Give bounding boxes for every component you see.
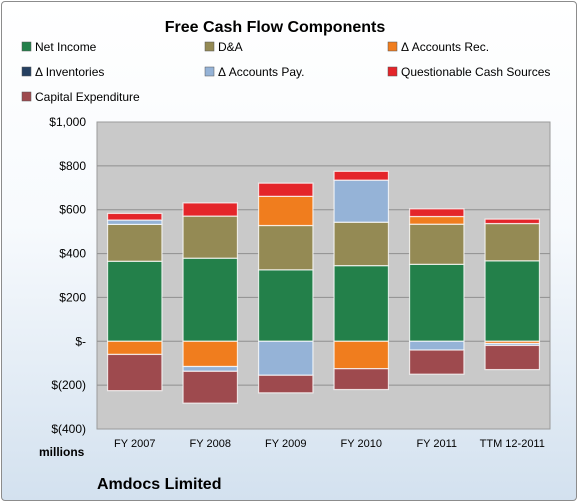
legend-swatch-delta-accounts-rec xyxy=(387,41,398,52)
bar-net-income-fy-2011 xyxy=(408,263,465,342)
legend-label-d-a: D&A xyxy=(218,40,243,54)
chart-title: Free Cash Flow Components xyxy=(165,19,386,36)
x-tick-label: TTM 12-2011 xyxy=(480,438,545,450)
bar-delta-accounts-pay-fy-2008 xyxy=(182,365,239,372)
x-tick-label: FY 2008 xyxy=(190,438,231,450)
legend: Net Income D&A Δ Accounts Rec. Δ Inventorie… xyxy=(21,40,550,104)
legend-swatch-net-income xyxy=(21,41,32,52)
bar-questionable-cash-sources-fy-2008 xyxy=(182,202,239,217)
bar-d-a-fy-2010 xyxy=(333,221,390,267)
bar-questionable-cash-sources-fy-2009 xyxy=(257,182,314,197)
y-tick-label: $800 xyxy=(59,159,86,173)
bar-net-income-fy-2009 xyxy=(257,269,314,342)
bar-net-income-ttm-12-2011 xyxy=(484,260,541,342)
y-tick-label: $(200) xyxy=(51,378,86,392)
bar-d-a-fy-2008 xyxy=(182,215,239,259)
legend-label-delta-accounts-pay: Δ Accounts Pay. xyxy=(218,65,305,79)
bar-questionable-cash-sources-ttm-12-2011 xyxy=(484,218,541,225)
bar-delta-accounts-pay-fy-2009 xyxy=(257,340,314,376)
bar-capital-expenditure-fy-2008 xyxy=(182,370,239,404)
y-axis: $1,000 $800 $600 $400 $200 $- $(200) $(400) xyxy=(49,115,86,436)
bar-questionable-cash-sources-fy-2010 xyxy=(333,170,390,181)
bar-questionable-cash-sources-fy-2011 xyxy=(408,208,465,218)
legend-label-net-income: Net Income xyxy=(35,40,97,54)
bar-d-a-ttm-12-2011 xyxy=(484,222,541,262)
bar-capital-expenditure-ttm-12-2011 xyxy=(484,344,541,371)
bar-delta-accounts-rec-fy-2007 xyxy=(106,340,163,356)
bar-d-a-fy-2011 xyxy=(408,223,465,265)
legend-label-delta-inventories: Δ Inventories xyxy=(35,65,104,79)
bar-delta-accounts-pay-fy-2010 xyxy=(333,179,390,223)
legend-swatch-delta-accounts-pay xyxy=(204,66,215,77)
bars xyxy=(106,170,541,404)
bar-net-income-fy-2008 xyxy=(182,257,239,342)
bar-d-a-fy-2007 xyxy=(106,223,163,262)
bar-delta-accounts-rec-fy-2010 xyxy=(333,340,390,370)
bar-delta-accounts-pay-fy-2007 xyxy=(106,219,163,226)
bar-questionable-cash-sources-fy-2007 xyxy=(106,212,163,221)
y-tick-label: $600 xyxy=(59,203,86,217)
bar-delta-accounts-rec-fy-2008 xyxy=(182,340,239,368)
y-tick-label: $- xyxy=(75,334,86,348)
company-name: Amdocs Limited xyxy=(97,476,221,493)
y-tick-label: $1,000 xyxy=(49,115,86,129)
legend-label-questionable-cash-sources: Questionable Cash Sources xyxy=(401,65,550,79)
x-tick-label: FY 2009 xyxy=(265,438,306,450)
gridlines xyxy=(97,165,550,386)
bar-capital-expenditure-fy-2011 xyxy=(408,349,465,375)
x-tick-label: FY 2007 xyxy=(114,438,155,450)
bar-capital-expenditure-fy-2007 xyxy=(106,353,163,392)
legend-label-capital-expenditure: Capital Expenditure xyxy=(35,90,140,104)
bar-net-income-fy-2007 xyxy=(106,260,163,342)
legend-swatch-delta-inventories xyxy=(21,66,32,77)
bar-capital-expenditure-fy-2009 xyxy=(257,374,314,394)
bar-capital-expenditure-fy-2010 xyxy=(333,368,390,391)
legend-swatch-d-a xyxy=(204,41,215,52)
x-tick-label: FY 2010 xyxy=(341,438,382,450)
legend-swatch-capital-expenditure xyxy=(21,91,32,102)
legend-swatch-questionable-cash-sources xyxy=(387,66,398,77)
y-tick-label: $200 xyxy=(59,290,86,304)
bar-d-a-fy-2009 xyxy=(257,224,314,271)
units-label: millions xyxy=(39,445,85,459)
x-tick-label: FY 2011 xyxy=(416,438,457,450)
legend-label-delta-accounts-rec: Δ Accounts Rec. xyxy=(401,40,489,54)
y-tick-label: $400 xyxy=(59,247,86,261)
bar-delta-accounts-rec-fy-2011 xyxy=(408,215,465,225)
plot-area xyxy=(96,121,551,430)
bar-delta-accounts-rec-fy-2009 xyxy=(257,195,314,227)
bar-net-income-fy-2010 xyxy=(333,265,390,342)
x-axis: FY 2007 FY 2008 FY 2009 FY 2010 FY 2011 TTM 1… xyxy=(114,438,545,450)
y-tick-label: $(400) xyxy=(51,422,86,436)
bar-delta-accounts-pay-fy-2011 xyxy=(408,340,465,351)
